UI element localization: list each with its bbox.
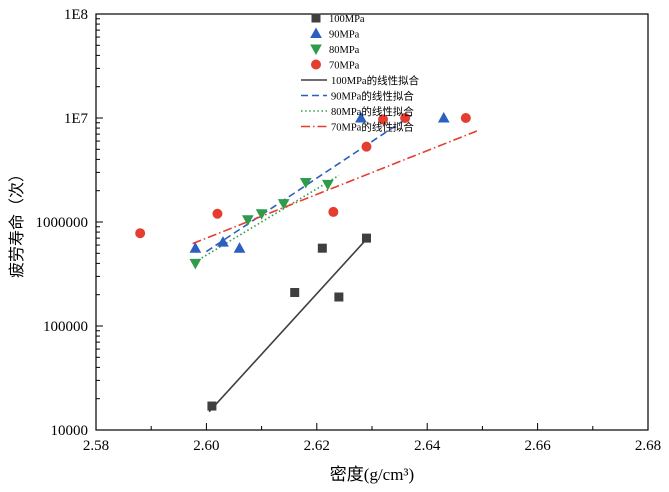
x-axis-label: 密度(g/cm³) — [330, 465, 414, 484]
data-point-100MPa — [317, 243, 327, 253]
x-tick-label: 2.60 — [193, 438, 219, 454]
y-axis-label: 疲劳寿命（次） — [8, 166, 26, 278]
x-tick-label: 2.64 — [414, 438, 441, 454]
x-tick-label: 2.62 — [304, 438, 330, 454]
x-tick-label: 2.68 — [635, 438, 661, 454]
data-point-100MPa — [290, 287, 300, 297]
data-point-100MPa — [207, 401, 217, 411]
data-point-80MPa — [321, 179, 334, 191]
legend-label-80MPa的线性拟合: 80MPa的线性拟合 — [331, 105, 414, 118]
data-point-80MPa — [255, 209, 268, 220]
data-point-70MPa — [328, 206, 339, 217]
y-tick-label: 100000 — [43, 319, 88, 335]
legend-marker-80MPa — [310, 44, 322, 56]
fit-line-100MPa的线性拟合 — [208, 235, 370, 413]
legend-label-70MPa的线性拟合: 70MPa的线性拟合 — [331, 121, 414, 134]
legend-marker-70MPa — [311, 59, 321, 70]
data-point-90MPa — [189, 242, 202, 253]
data-point-80MPa — [277, 199, 290, 210]
legend-label-90MPa的线性拟合: 90MPa的线性拟合 — [331, 90, 414, 103]
y-tick-label: 1E7 — [64, 111, 89, 127]
data-point-100MPa — [334, 292, 344, 302]
legend-label-70MPa: 70MPa — [329, 61, 360, 72]
data-point-70MPa — [135, 228, 146, 239]
data-point-70MPa — [212, 208, 223, 219]
fit-line-70MPa的线性拟合 — [192, 130, 478, 245]
data-point-80MPa — [299, 177, 312, 189]
legend-label-90MPa: 90MPa — [329, 30, 360, 41]
legend-label-100MPa的线性拟合: 100MPa的线性拟合 — [331, 74, 420, 87]
legend-marker-100MPa — [311, 13, 321, 23]
data-point-80MPa — [241, 215, 254, 226]
legend-marker-90MPa — [310, 27, 322, 38]
legend-label-80MPa: 80MPa — [329, 45, 360, 56]
fit-line-90MPa的线性拟合 — [205, 115, 412, 253]
data-point-100MPa — [361, 233, 371, 243]
data-point-70MPa — [460, 113, 471, 123]
legend-label-100MPa: 100MPa — [329, 14, 365, 25]
data-point-90MPa — [217, 236, 229, 247]
y-tick-label: 1E8 — [64, 7, 88, 23]
data-point-70MPa — [361, 141, 372, 152]
data-point-90MPa — [437, 111, 450, 123]
x-tick-label: 2.58 — [83, 438, 109, 454]
data-point-90MPa — [233, 242, 246, 253]
y-tick-label: 10000 — [51, 423, 89, 439]
x-tick-label: 2.66 — [524, 438, 551, 454]
data-point-90MPa — [355, 111, 367, 123]
data-point-70MPa — [400, 113, 411, 123]
fit-line-80MPa的线性拟合 — [197, 174, 340, 261]
data-point-80MPa — [189, 258, 202, 270]
data-point-70MPa — [378, 114, 389, 125]
y-tick-label: 1000000 — [36, 215, 89, 231]
